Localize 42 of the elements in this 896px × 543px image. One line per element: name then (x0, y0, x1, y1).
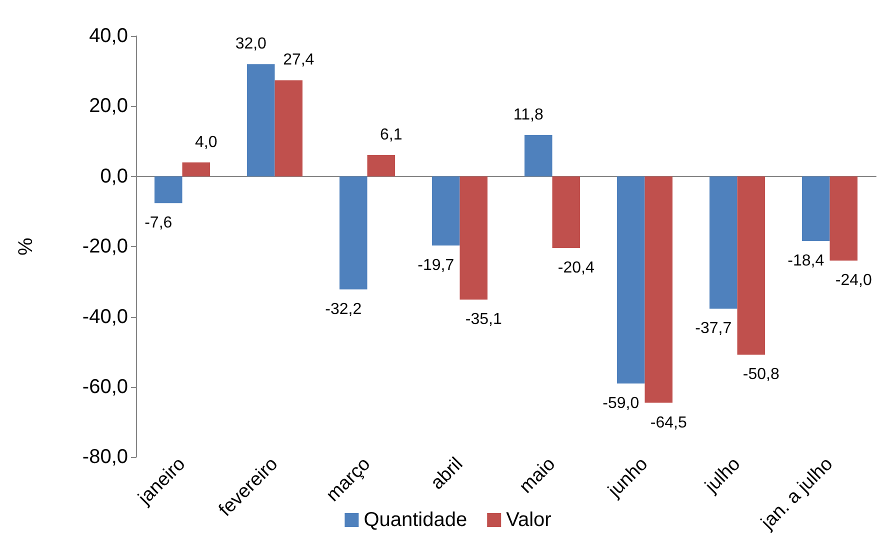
bar (737, 176, 765, 355)
data-label: -50,8 (742, 366, 780, 384)
data-label: -20,4 (558, 259, 594, 276)
data-label: -19,7 (418, 257, 454, 274)
bar (710, 176, 738, 309)
data-label: 11,8 (513, 106, 544, 124)
legend-label: Quantidade (364, 509, 468, 531)
bar (367, 154, 395, 176)
bar (247, 64, 275, 176)
bar (460, 176, 488, 300)
bar (644, 176, 672, 403)
data-label: -24,0 (835, 272, 872, 290)
data-label: -64,5 (650, 414, 687, 432)
data-label: 6,1 (380, 126, 402, 144)
bar (617, 176, 645, 384)
data-label: 4,0 (195, 134, 218, 151)
bar (830, 176, 858, 261)
bar (274, 80, 302, 176)
data-label: -18,4 (788, 252, 824, 270)
y-tick-label: -40,0 (82, 306, 128, 328)
data-label: 32,0 (235, 36, 267, 53)
data-label: -35,1 (465, 311, 502, 328)
data-label: 27,4 (283, 52, 314, 69)
data-label: -37,7 (695, 320, 732, 338)
bar (340, 176, 368, 290)
bar (432, 176, 460, 246)
legend-label: Valor (506, 509, 552, 531)
data-label: -32,2 (325, 300, 362, 318)
data-label: -7,6 (144, 214, 172, 232)
y-tick-label: -60,0 (82, 376, 128, 398)
y-tick-label: 20,0 (89, 95, 128, 118)
bar (524, 134, 552, 176)
y-tick-label: -20,0 (82, 236, 128, 258)
bar (802, 176, 830, 241)
y-tick-label: 0,0 (100, 165, 128, 188)
bar (154, 176, 182, 204)
bar (552, 176, 580, 248)
bar (182, 162, 210, 176)
data-label: -59,0 (602, 394, 640, 412)
y-axis-title: % (15, 237, 37, 256)
y-tick-label: 40,0 (89, 25, 128, 47)
y-tick-label: -80,0 (82, 446, 128, 468)
